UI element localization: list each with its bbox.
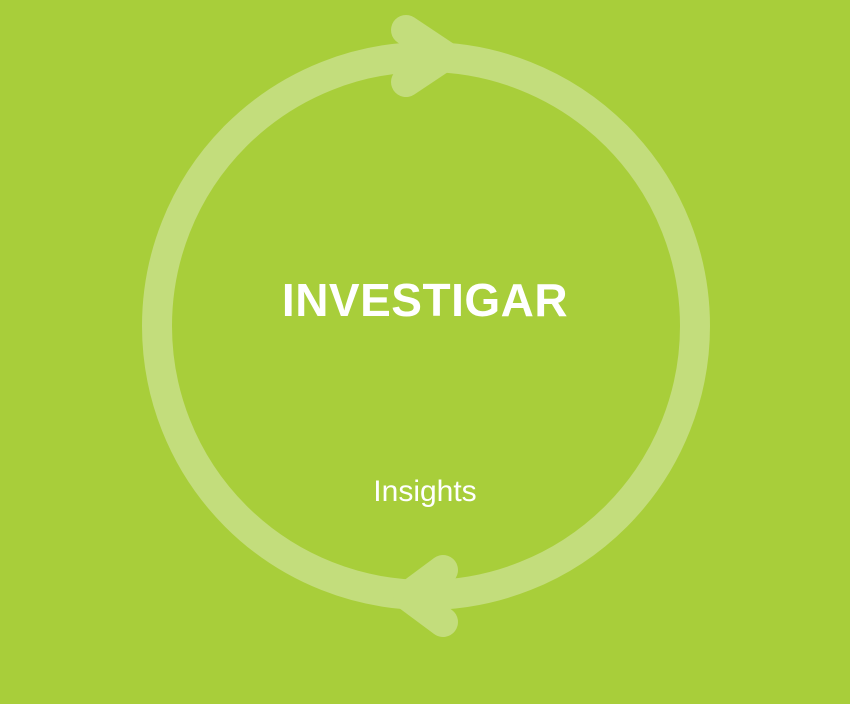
arrowhead-right-icon	[391, 15, 460, 97]
diagram-title: INVESTIGAR	[281, 274, 569, 326]
diagram-subtitle: Insights	[373, 475, 477, 508]
arrowhead-left-icon	[393, 555, 458, 637]
